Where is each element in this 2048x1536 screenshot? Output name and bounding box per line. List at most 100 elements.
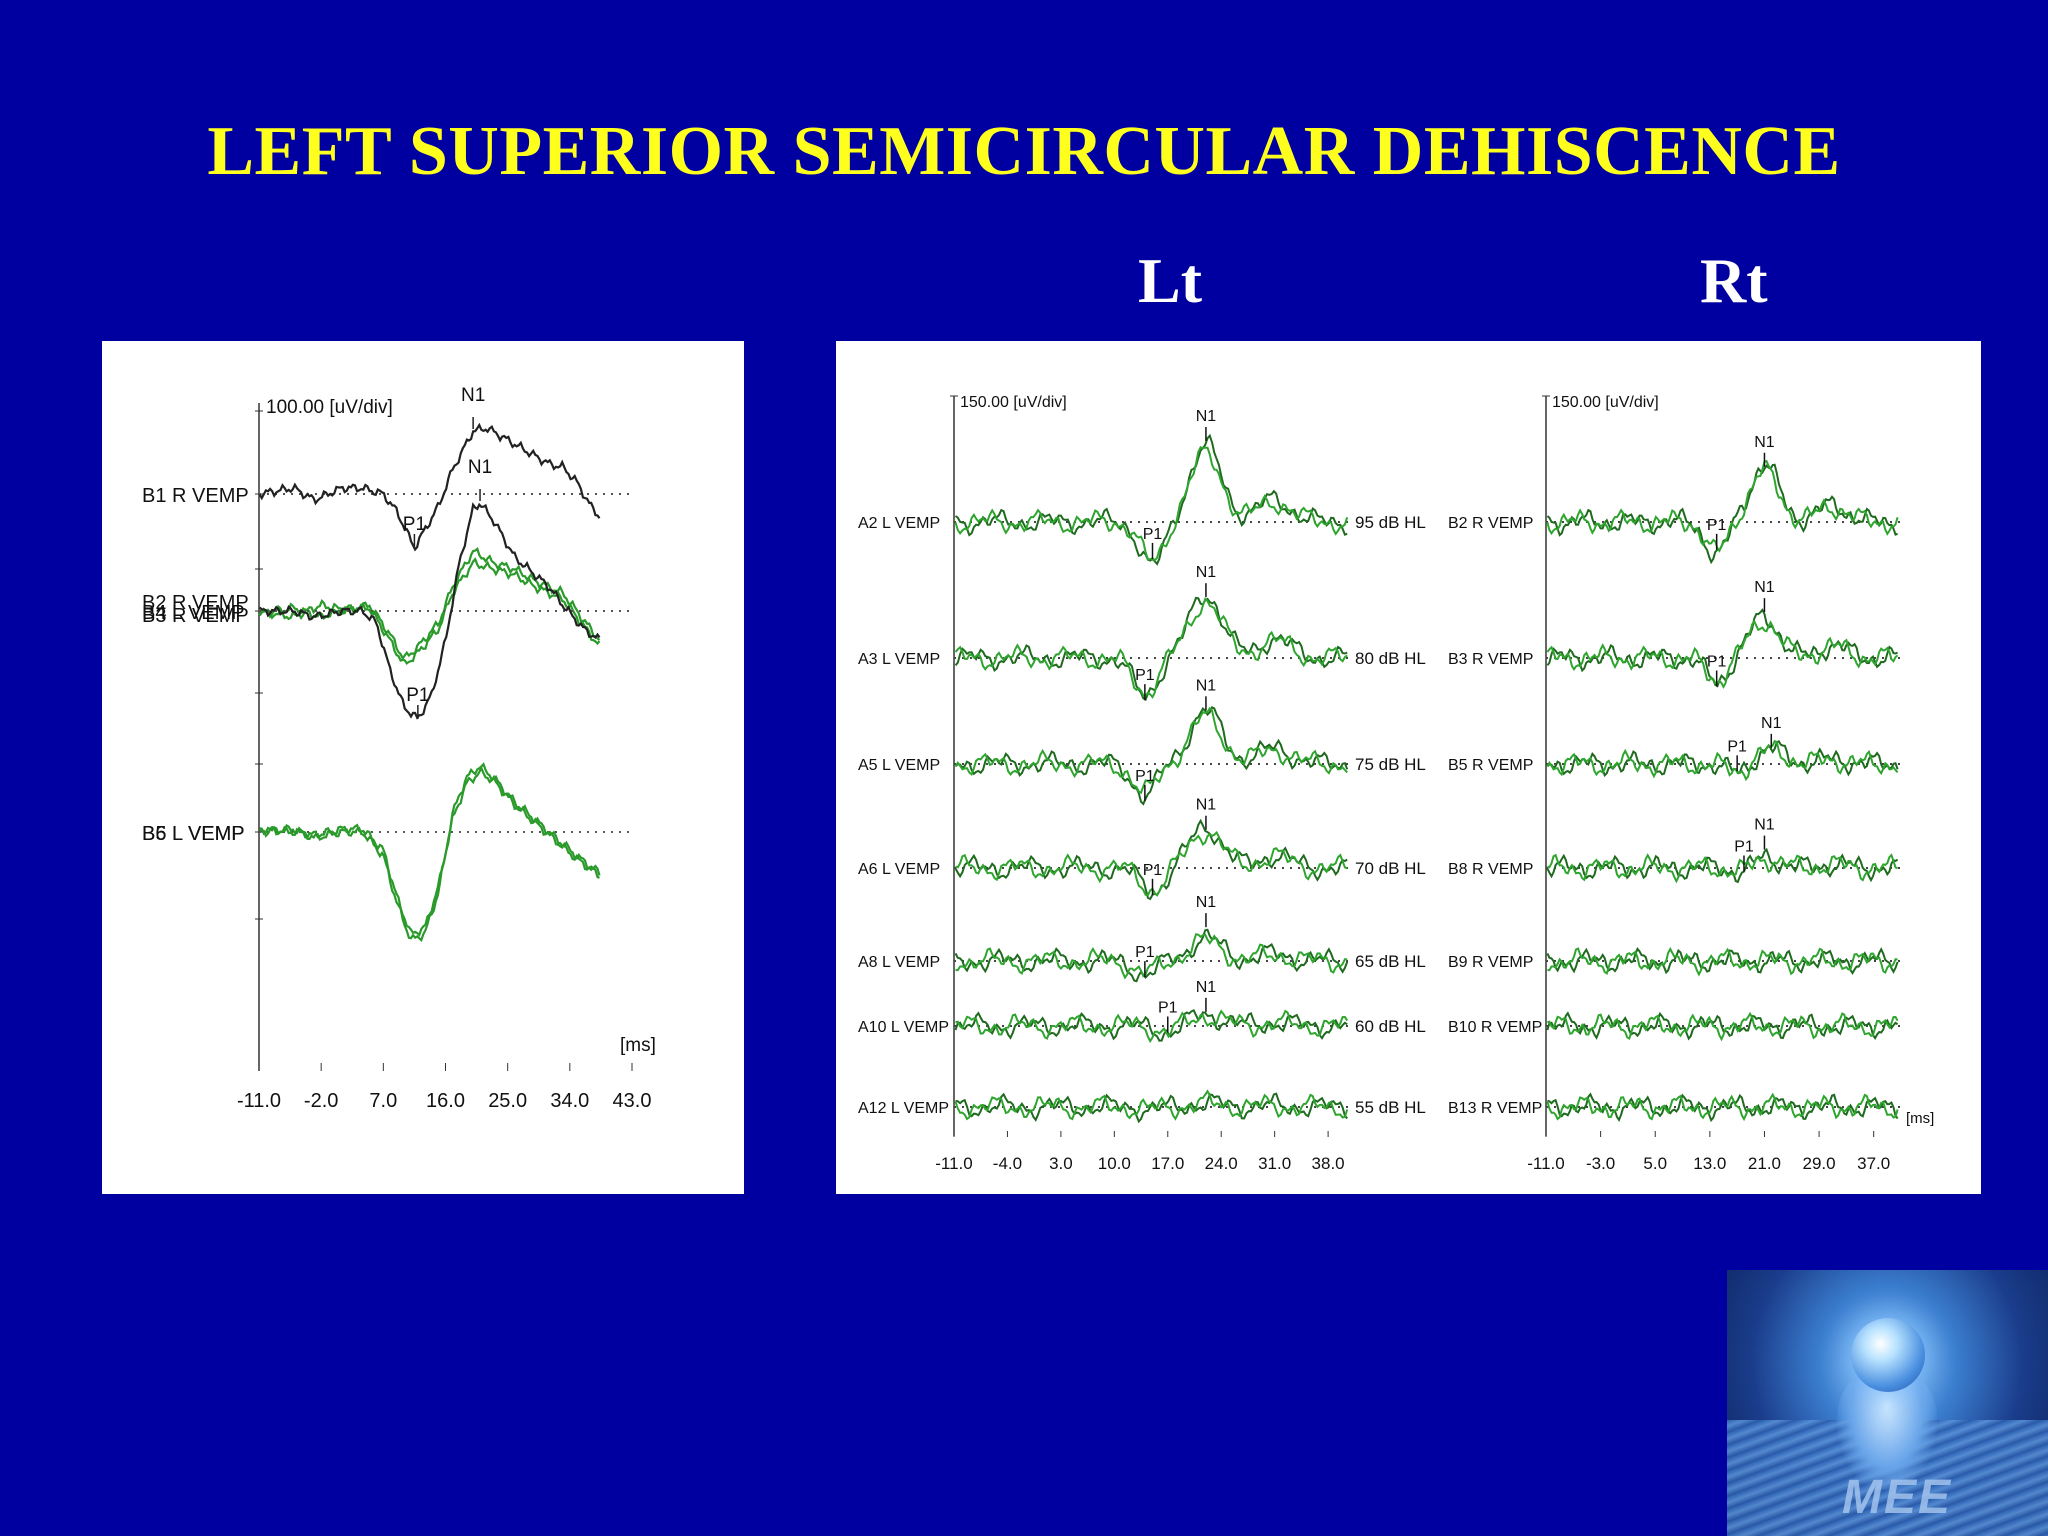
rt-trace-label: B3 R VEMP: [1448, 651, 1533, 668]
lt-trace-label: A5 L VEMP: [858, 757, 940, 774]
logo-globe-icon: [1851, 1318, 1925, 1392]
lt-trace-label: A6 L VEMP: [858, 861, 940, 878]
trace-label: B3 R VEMP: [142, 605, 249, 627]
rt-x-tick-label: 21.0: [1748, 1154, 1781, 1173]
lt-level-label: 70 dB HL: [1355, 859, 1426, 878]
lt-peak-label: P1: [1143, 862, 1163, 879]
lt-trace-label: A8 L VEMP: [858, 954, 940, 971]
x-tick-label: -11.0: [237, 1090, 281, 1112]
hands-holding-globe-logo: MEE: [1727, 1270, 2048, 1536]
peak-label: N1: [468, 457, 492, 478]
lt-level-label: 65 dB HL: [1355, 952, 1426, 971]
lt-trace-line: [955, 1009, 1349, 1044]
unit-label: [ms]: [620, 1035, 656, 1056]
rt-unit-label: [ms]: [1906, 1110, 1934, 1127]
scale-label: 100.00 [uV/div]: [266, 397, 393, 418]
lt-level-label: 60 dB HL: [1355, 1017, 1426, 1036]
lt-peak-label: N1: [1196, 979, 1217, 996]
rt-trace-line: [1546, 739, 1899, 782]
lt-peak-label: P1: [1158, 999, 1178, 1016]
rt-x-tick-label: 13.0: [1693, 1154, 1726, 1173]
rt-trace-line: [1546, 847, 1899, 884]
rt-trace-line: [1547, 1011, 1899, 1042]
x-tick-label: 43.0: [613, 1090, 652, 1112]
trace-label: B1 R VEMP: [142, 485, 249, 507]
left-vemp-svg: 100.00 [uV/div] [ms] -11.0 -2.0 7.0 16.0 25.0 3…: [142, 385, 656, 1112]
x-tick-label: 7.0: [369, 1090, 397, 1112]
lt-x-tick-label: 10.0: [1098, 1154, 1131, 1173]
lt-trace-label: A2 L VEMP: [858, 515, 940, 532]
lt-level-label: 95 dB HL: [1355, 513, 1426, 532]
rt-trace-line: [1546, 459, 1899, 553]
lt-peak-label: N1: [1196, 408, 1217, 425]
lt-trace-line: [954, 597, 1348, 699]
lt-trace-line: [955, 933, 1348, 980]
lt-trace-label: A10 L VEMP: [858, 1019, 949, 1036]
lt-x-tick-label: 3.0: [1049, 1154, 1073, 1173]
lt-rt-vemp-chart: 150.00 [uV/div] -11.0 -4.0 3.0 10.0 17.0 24.0 3…: [836, 341, 1981, 1194]
lt-level-label: 80 dB HL: [1355, 649, 1426, 668]
lt-trace-line: [954, 596, 1348, 702]
rt-peak-label: N1: [1754, 817, 1775, 834]
lt-peak-label: N1: [1196, 677, 1217, 694]
rt-trace-line: [1546, 608, 1898, 688]
rt-peak-label: N1: [1754, 434, 1775, 451]
lt-peak-label: P1: [1135, 944, 1155, 961]
lt-peak-label: P1: [1143, 526, 1163, 543]
logo-text: MEE: [1841, 1471, 1952, 1524]
trace-line: [258, 502, 601, 720]
rt-x-tick-label: 5.0: [1643, 1154, 1667, 1173]
rt-trace-line: [1546, 739, 1899, 778]
rt-trace-label: B9 R VEMP: [1448, 954, 1533, 971]
lt-peak-label: N1: [1196, 894, 1217, 911]
rt-peak-label: P1: [1707, 654, 1727, 671]
rt-x-tick-label: -3.0: [1586, 1154, 1615, 1173]
lt-scale-label: 150.00 [uV/div]: [960, 394, 1067, 411]
left-vemp-chart: 100.00 [uV/div] [ms] -11.0 -2.0 7.0 16.0 25.0 3…: [102, 341, 744, 1194]
rt-trace-label: B8 R VEMP: [1448, 861, 1533, 878]
trace-label: B4 L VEMP: [142, 602, 245, 624]
lt-peak-label: N1: [1196, 564, 1217, 581]
rt-trace-label: B10 R VEMP: [1448, 1019, 1542, 1036]
peak-label: P1: [403, 514, 426, 535]
rt-trace-line: [1546, 946, 1899, 976]
rt-peak-label: N1: [1761, 715, 1782, 732]
lt-trace-line: [954, 706, 1348, 795]
lt-peak-label: P1: [1135, 667, 1155, 684]
rt-x-tick-label: 37.0: [1857, 1154, 1890, 1173]
rt-x-tick-label: -11.0: [1527, 1154, 1565, 1173]
rt-x-tick-label: 29.0: [1803, 1154, 1836, 1173]
lt-x-tick-label: 38.0: [1312, 1154, 1345, 1173]
x-tick-label: 25.0: [488, 1090, 527, 1112]
slide-title: LEFT SUPERIOR SEMICIRCULAR DEHISCENCE: [207, 113, 1841, 190]
trace-line: [258, 547, 601, 661]
trace-label: B6 L VEMP: [142, 823, 245, 845]
lt-x-tick-label: 24.0: [1205, 1154, 1238, 1173]
x-tick-label: -2.0: [304, 1090, 338, 1112]
rt-trace-label: B13 R VEMP: [1448, 1100, 1542, 1117]
lt-level-label: 55 dB HL: [1355, 1098, 1426, 1117]
lt-x-tick-label: 17.0: [1151, 1154, 1184, 1173]
rt-trace-line: [1546, 1011, 1899, 1041]
x-tick-label: 34.0: [550, 1090, 589, 1112]
rt-trace-line: [1546, 619, 1899, 689]
lt-rt-vemp-svg: 150.00 [uV/div] -11.0 -4.0 3.0 10.0 17.0 24.0 3…: [858, 394, 1934, 1173]
lt-level-label: 75 dB HL: [1355, 755, 1426, 774]
lt-peak-label: P1: [1135, 768, 1155, 785]
rt-peak-label: P1: [1734, 838, 1754, 855]
lt-trace-line: [954, 818, 1348, 901]
lt-trace-line: [954, 1089, 1349, 1121]
lt-trace-line: [954, 706, 1349, 806]
lt-trace-line: [955, 1092, 1348, 1124]
lt-trace-label: A3 L VEMP: [858, 651, 940, 668]
trace-label: B5 L VEMP: [142, 823, 245, 845]
peak-label: P1: [406, 685, 429, 706]
rt-trace-line: [1547, 853, 1898, 884]
lt-trace-line: [954, 1008, 1348, 1042]
trace-line: [258, 422, 601, 552]
label-lt: Lt: [1138, 245, 1202, 316]
rt-peak-label: N1: [1754, 579, 1775, 596]
lt-peak-label: N1: [1196, 797, 1217, 814]
lt-x-tick-label: 31.0: [1258, 1154, 1291, 1173]
lt-trace-line: [954, 446, 1349, 562]
